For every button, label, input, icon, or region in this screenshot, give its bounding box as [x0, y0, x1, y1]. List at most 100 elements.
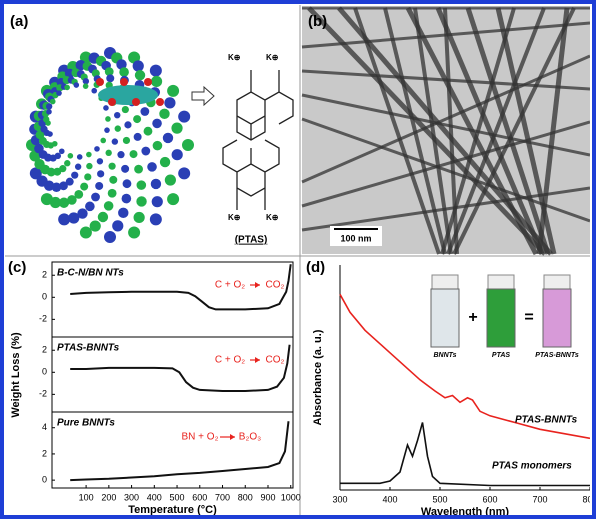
vial [543, 289, 571, 347]
atom [120, 78, 128, 86]
atom [112, 220, 123, 231]
y-tick-label: 0 [42, 367, 47, 377]
atom [150, 213, 162, 225]
atom [119, 67, 129, 77]
atom [147, 162, 157, 172]
atom [151, 179, 161, 189]
atom [128, 226, 140, 238]
y-tick-label: 4 [42, 422, 47, 432]
atom [80, 226, 92, 238]
x-tick-label: 1000 [281, 492, 301, 502]
atom [64, 85, 70, 91]
atom [84, 173, 91, 180]
x-tick-label: 800 [238, 492, 253, 502]
vial-cap [488, 275, 514, 289]
atom [122, 194, 132, 204]
atom [91, 88, 97, 94]
atom [108, 98, 116, 106]
annotation: C + O₂ [215, 280, 245, 291]
vial-cap [432, 275, 458, 289]
atom [83, 83, 89, 89]
x-tick-label: 900 [260, 492, 275, 502]
inset-equals: = [524, 309, 533, 326]
subplot-title: B-C-N/BN NTs [57, 268, 124, 279]
atom [152, 119, 162, 129]
legend-label: PTAS monomers [492, 461, 572, 472]
subplot-title: Pure BNNTs [57, 418, 115, 429]
panel-label: (c) [8, 259, 26, 276]
atom [115, 125, 121, 131]
charge-label: K⊕ [228, 53, 241, 62]
atom [164, 97, 175, 108]
x-tick-label: 300 [332, 494, 347, 504]
atom [56, 90, 62, 96]
atom [153, 141, 163, 151]
atom [98, 212, 108, 222]
atom [100, 138, 106, 144]
atom [134, 133, 142, 141]
atom [108, 189, 117, 198]
atom [167, 85, 179, 97]
atom [50, 99, 56, 105]
y-tick-label: -2 [39, 314, 47, 324]
atom [68, 153, 74, 159]
atom [118, 208, 128, 218]
y-axis-label: Absorbance (a. u.) [312, 329, 324, 425]
atom [85, 202, 95, 212]
atom [77, 154, 83, 160]
atom [46, 103, 52, 109]
vial-cap [544, 275, 570, 289]
annotation: B₂O₃ [239, 432, 261, 443]
panel-label: (b) [308, 13, 327, 30]
atom [52, 141, 58, 147]
atom [117, 151, 124, 158]
annotation: CO₂ [266, 280, 285, 291]
atom [140, 107, 149, 116]
atom [106, 74, 114, 82]
atom [124, 121, 131, 128]
atom [160, 157, 170, 167]
annotation: C + O₂ [215, 355, 245, 366]
atom [178, 167, 190, 179]
atom [90, 220, 101, 231]
atom [150, 65, 162, 77]
atom [133, 60, 144, 71]
atom [74, 82, 80, 88]
atom [171, 123, 182, 134]
atom [134, 165, 143, 174]
x-tick-label: 500 [432, 494, 447, 504]
y-axis-label: Weight Loss (%) [10, 332, 22, 418]
atom [94, 146, 100, 152]
atom [144, 78, 152, 86]
ring [98, 85, 158, 105]
molecule-name: (PTAS) [235, 235, 268, 246]
atom [96, 78, 104, 86]
vial-label: PTAS-BNNTs [535, 352, 579, 359]
subplot-title: PTAS-BNNTs [57, 343, 120, 354]
atom [112, 138, 118, 144]
atom [135, 70, 145, 80]
atom [123, 179, 132, 188]
atom [136, 196, 146, 206]
atom [59, 165, 66, 172]
y-tick-label: 0 [42, 292, 47, 302]
x-tick-label: 600 [192, 492, 207, 502]
atom [86, 152, 92, 158]
atom [97, 170, 104, 177]
x-axis-label: Temperature (°C) [128, 504, 217, 516]
atom [123, 137, 130, 144]
atom [144, 127, 153, 136]
x-tick-label: 400 [147, 492, 162, 502]
atom [59, 148, 65, 154]
x-tick-label: 200 [101, 492, 116, 502]
atom [178, 111, 190, 123]
atom [74, 190, 83, 199]
atom [80, 183, 88, 191]
atom [104, 231, 116, 243]
atom [105, 116, 111, 122]
x-tick-label: 700 [215, 492, 230, 502]
x-tick-label: 600 [482, 494, 497, 504]
y-tick-label: -2 [39, 389, 47, 399]
charge-label: K⊕ [266, 53, 279, 62]
atom [114, 112, 120, 118]
